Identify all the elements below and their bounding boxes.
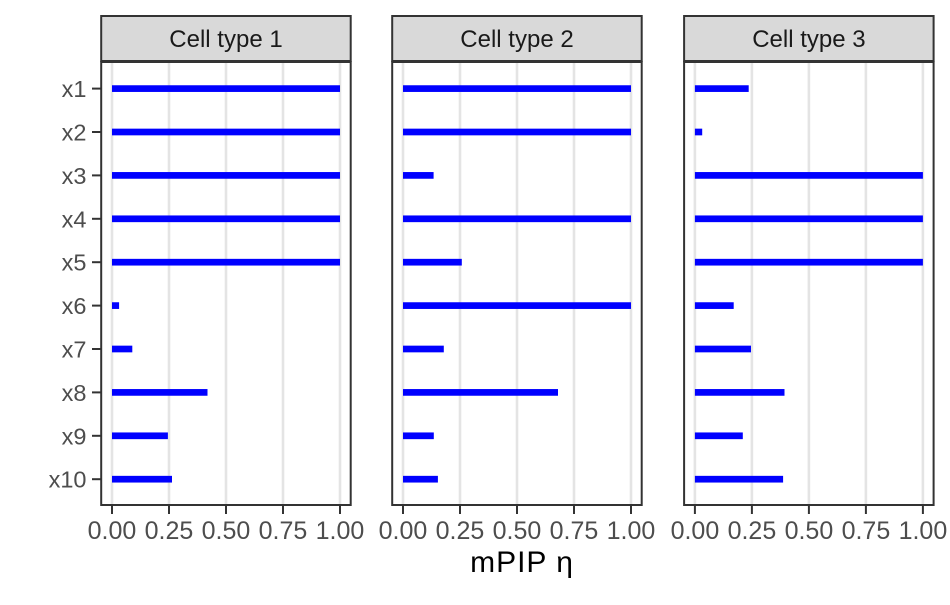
- svg-text:x4: x4: [62, 206, 87, 232]
- svg-text:Cell type 3: Cell type 3: [752, 26, 865, 53]
- svg-text:x1: x1: [62, 76, 87, 102]
- svg-text:0.25: 0.25: [145, 517, 194, 545]
- svg-text:0.50: 0.50: [785, 517, 834, 545]
- svg-text:x3: x3: [62, 163, 87, 189]
- svg-text:0.75: 0.75: [550, 517, 599, 545]
- svg-text:x9: x9: [62, 423, 87, 449]
- svg-text:0.50: 0.50: [493, 517, 542, 545]
- svg-text:x2: x2: [62, 120, 87, 146]
- svg-text:0.00: 0.00: [379, 517, 428, 545]
- svg-text:1.00: 1.00: [607, 517, 656, 545]
- svg-text:0.50: 0.50: [202, 517, 251, 545]
- svg-text:1.00: 1.00: [899, 517, 948, 545]
- svg-text:0.25: 0.25: [436, 517, 485, 545]
- svg-text:0.75: 0.75: [259, 517, 308, 545]
- svg-text:0.00: 0.00: [88, 517, 137, 545]
- svg-text:0.25: 0.25: [728, 517, 777, 545]
- svg-text:x7: x7: [62, 337, 87, 363]
- svg-text:x8: x8: [62, 380, 87, 406]
- svg-text:x6: x6: [62, 293, 87, 319]
- svg-text:x10: x10: [49, 467, 87, 493]
- svg-text:Cell type 1: Cell type 1: [169, 26, 282, 53]
- svg-text:Cell type 2: Cell type 2: [460, 26, 573, 53]
- svg-text:mPIP η: mPIP η: [470, 546, 574, 579]
- svg-text:0.00: 0.00: [671, 517, 720, 545]
- svg-text:1.00: 1.00: [316, 517, 365, 545]
- svg-text:x5: x5: [62, 250, 87, 276]
- svg-text:0.75: 0.75: [842, 517, 891, 545]
